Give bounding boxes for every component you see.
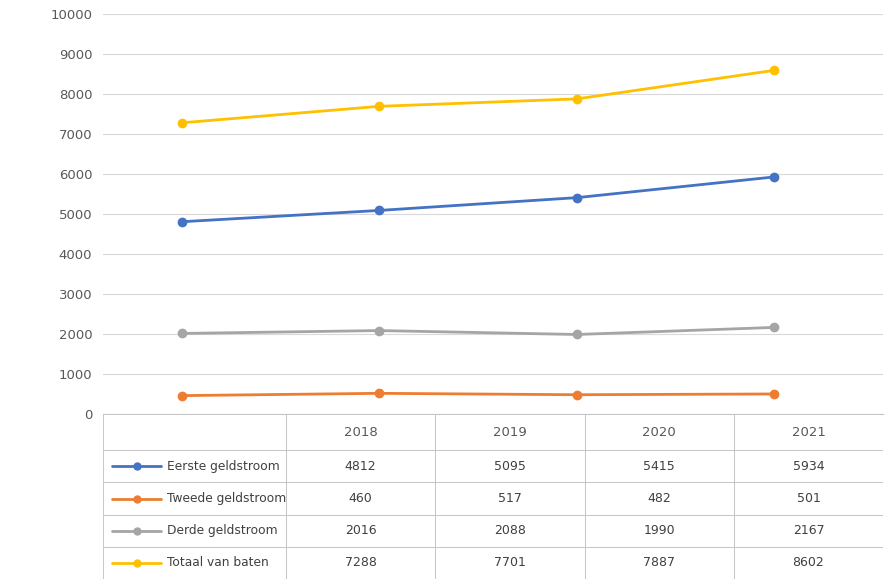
- Derde geldstroom: [177, 330, 187, 337]
- Tweede geldstroom: [769, 390, 780, 397]
- Bar: [286, 482, 435, 515]
- Text: 2018: 2018: [343, 426, 377, 439]
- Bar: [435, 450, 584, 482]
- Tweede geldstroom: [572, 391, 582, 398]
- Text: 482: 482: [648, 492, 671, 505]
- Bar: [584, 414, 734, 450]
- Text: 7701: 7701: [494, 556, 526, 569]
- Tweede geldstroom: [177, 392, 187, 399]
- Bar: [286, 515, 435, 547]
- Totaal van baten: [177, 119, 187, 126]
- Text: 2088: 2088: [494, 524, 526, 537]
- Derde geldstroom: [572, 331, 582, 338]
- Bar: [435, 482, 584, 515]
- Bar: [103, 414, 286, 450]
- Bar: [584, 450, 734, 482]
- Totaal van baten: [572, 96, 582, 102]
- Text: 2167: 2167: [793, 524, 824, 537]
- Text: 5415: 5415: [643, 460, 675, 473]
- Text: 4812: 4812: [345, 460, 376, 473]
- Derde geldstroom: [769, 324, 780, 331]
- Bar: [286, 414, 435, 450]
- Eerste geldstroom: [177, 218, 187, 225]
- Line: Totaal van baten: Totaal van baten: [178, 66, 779, 127]
- Bar: [584, 547, 734, 579]
- Text: Totaal van baten: Totaal van baten: [167, 556, 268, 569]
- Text: 2019: 2019: [493, 426, 527, 439]
- Totaal van baten: [374, 103, 384, 110]
- Bar: [103, 547, 286, 579]
- Totaal van baten: [769, 67, 780, 74]
- Bar: [103, 482, 286, 515]
- Text: Tweede geldstroom: Tweede geldstroom: [167, 492, 285, 505]
- Eerste geldstroom: [572, 194, 582, 201]
- Text: 2016: 2016: [345, 524, 376, 537]
- Line: Eerste geldstroom: Eerste geldstroom: [178, 173, 779, 226]
- Eerste geldstroom: [374, 207, 384, 214]
- Text: 2020: 2020: [642, 426, 676, 439]
- Bar: [286, 450, 435, 482]
- Text: 5934: 5934: [793, 460, 824, 473]
- Text: 460: 460: [349, 492, 373, 505]
- Bar: [734, 515, 883, 547]
- Bar: [734, 482, 883, 515]
- Bar: [584, 515, 734, 547]
- Text: 2021: 2021: [791, 426, 825, 439]
- Line: Derde geldstroom: Derde geldstroom: [178, 323, 779, 339]
- Line: Tweede geldstroom: Tweede geldstroom: [178, 389, 779, 400]
- Text: 5095: 5095: [494, 460, 526, 473]
- Text: Derde geldstroom: Derde geldstroom: [167, 524, 277, 537]
- Text: 517: 517: [498, 492, 522, 505]
- Bar: [103, 450, 286, 482]
- Text: 501: 501: [797, 492, 821, 505]
- Tweede geldstroom: [374, 390, 384, 397]
- Text: 7887: 7887: [643, 556, 675, 569]
- Bar: [286, 547, 435, 579]
- Bar: [584, 482, 734, 515]
- Text: 7288: 7288: [344, 556, 376, 569]
- Text: 1990: 1990: [643, 524, 675, 537]
- Bar: [734, 414, 883, 450]
- Text: Eerste geldstroom: Eerste geldstroom: [167, 460, 279, 473]
- Bar: [435, 414, 584, 450]
- Derde geldstroom: [374, 327, 384, 334]
- Bar: [435, 547, 584, 579]
- Bar: [734, 450, 883, 482]
- Bar: [734, 547, 883, 579]
- Eerste geldstroom: [769, 174, 780, 181]
- Text: 8602: 8602: [793, 556, 824, 569]
- Bar: [435, 515, 584, 547]
- Bar: [103, 515, 286, 547]
